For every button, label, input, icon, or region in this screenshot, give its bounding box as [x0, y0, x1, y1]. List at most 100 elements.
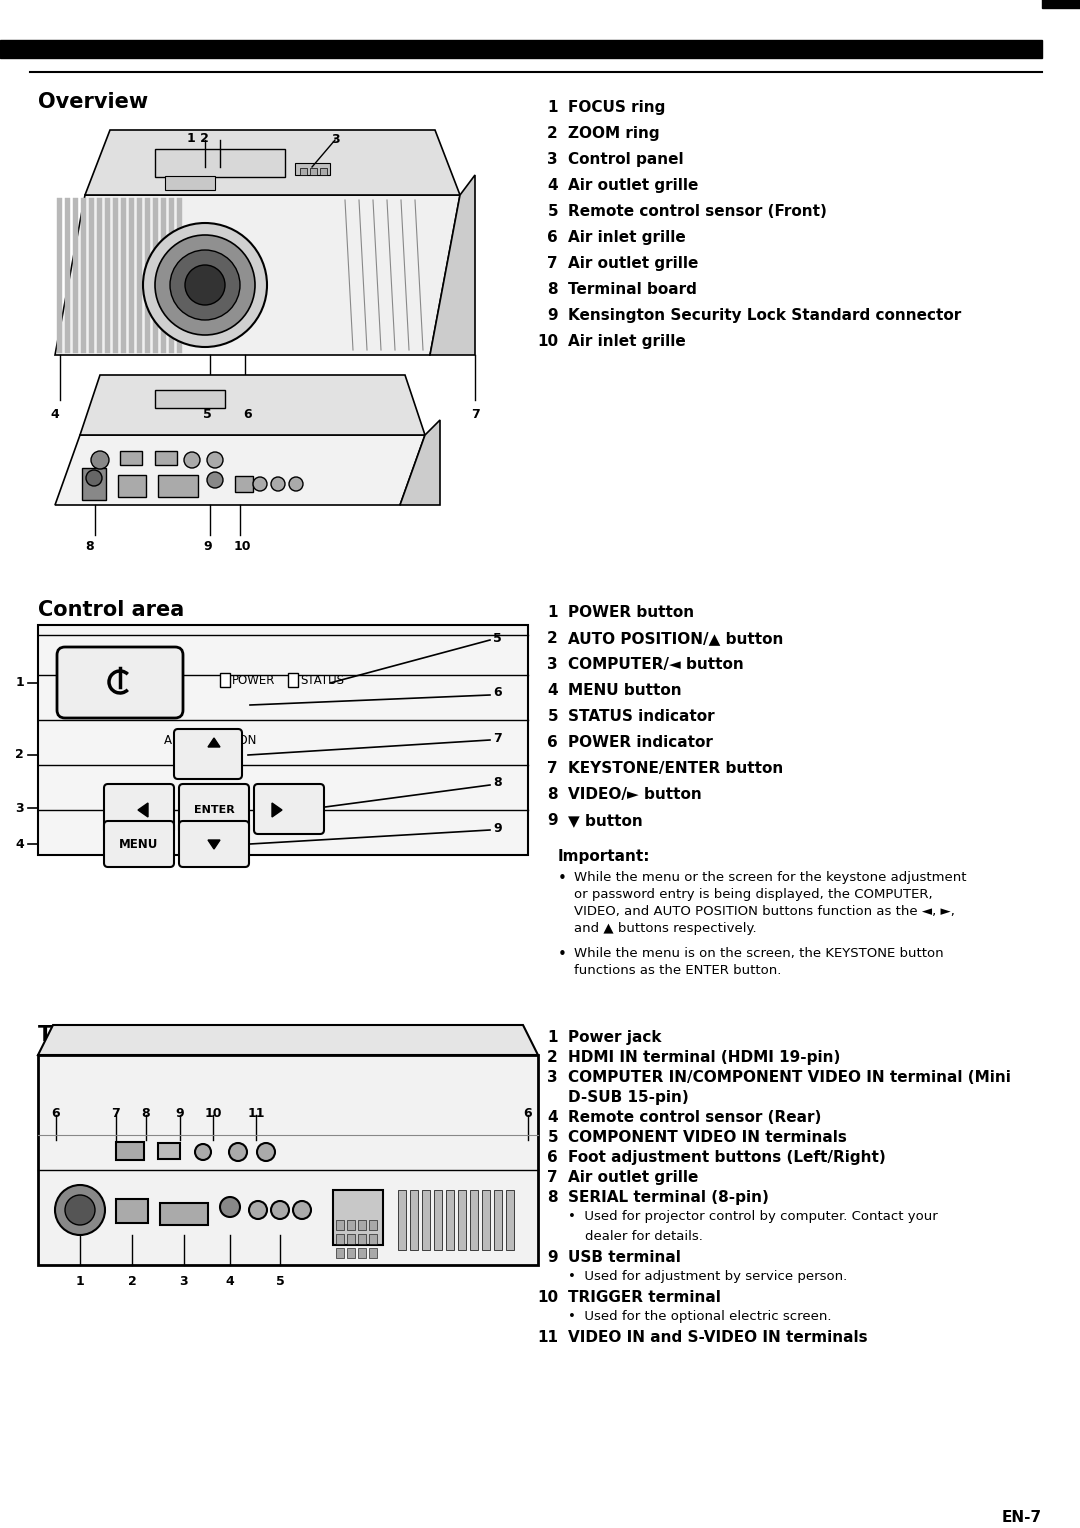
Text: 1: 1: [15, 677, 24, 689]
Bar: [156, 150, 285, 177]
Text: 1: 1: [548, 1030, 558, 1045]
Bar: [347, 1219, 355, 1230]
Text: 6: 6: [548, 231, 558, 244]
Bar: [300, 168, 307, 176]
Bar: [310, 168, 318, 176]
Text: VIDEO/► button: VIDEO/► button: [568, 787, 702, 802]
Bar: [0, 40, 1042, 58]
Circle shape: [257, 1143, 275, 1161]
Circle shape: [207, 472, 222, 487]
Bar: [118, 475, 146, 497]
Text: Air outlet grille: Air outlet grille: [568, 1170, 699, 1186]
Text: 11: 11: [247, 1106, 265, 1120]
Bar: [347, 1235, 355, 1244]
Text: 8: 8: [85, 539, 94, 553]
Text: 5: 5: [548, 709, 558, 724]
Circle shape: [289, 477, 303, 490]
Text: 2: 2: [548, 125, 558, 141]
Text: •  Used for the optional electric screen.: • Used for the optional electric screen.: [568, 1309, 832, 1323]
Text: Control panel: Control panel: [568, 151, 684, 167]
Text: or password entry is being displayed, the COMPUTER,: or password entry is being displayed, th…: [573, 888, 933, 902]
Bar: [38, 625, 528, 856]
Text: 4: 4: [548, 1109, 558, 1125]
Polygon shape: [272, 804, 282, 817]
Text: Foot adjustment buttons (Left/Right): Foot adjustment buttons (Left/Right): [568, 1151, 886, 1164]
Bar: [336, 1219, 345, 1230]
Text: 7: 7: [548, 1170, 558, 1186]
Polygon shape: [208, 738, 220, 747]
Bar: [121, 199, 126, 353]
Bar: [156, 451, 177, 465]
Bar: [220, 672, 230, 688]
Text: EN-7: EN-7: [1002, 1510, 1042, 1525]
Bar: [38, 1054, 538, 1265]
Circle shape: [86, 471, 102, 486]
Text: 4: 4: [51, 408, 59, 422]
Polygon shape: [138, 804, 148, 817]
FancyBboxPatch shape: [254, 784, 324, 834]
Text: VIDEO IN and S-VIDEO IN terminals: VIDEO IN and S-VIDEO IN terminals: [568, 1329, 867, 1345]
Text: 5: 5: [275, 1274, 284, 1288]
Text: 7: 7: [548, 761, 558, 776]
Polygon shape: [38, 1025, 538, 1054]
Circle shape: [271, 477, 285, 490]
Bar: [1042, 0, 1080, 8]
Text: functions as the ENTER button.: functions as the ENTER button.: [573, 964, 781, 976]
Text: 8: 8: [548, 283, 558, 296]
Bar: [57, 199, 62, 353]
Text: 1: 1: [548, 605, 558, 620]
Bar: [158, 475, 198, 497]
Text: POWER indicator: POWER indicator: [568, 735, 713, 750]
Bar: [160, 1203, 208, 1225]
Text: AUTO POSITION: AUTO POSITION: [164, 733, 256, 747]
Text: MENU button: MENU button: [568, 683, 681, 698]
Text: Air outlet grille: Air outlet grille: [568, 177, 699, 193]
Text: COMPUTER: COMPUTER: [109, 788, 172, 798]
Text: 11: 11: [537, 1329, 558, 1345]
Text: 3: 3: [548, 151, 558, 167]
Polygon shape: [85, 130, 460, 196]
Bar: [116, 1141, 144, 1160]
Bar: [336, 1248, 345, 1258]
Text: Important:: Important:: [558, 850, 650, 863]
Text: Air inlet grille: Air inlet grille: [568, 335, 686, 348]
Bar: [168, 199, 174, 353]
Text: VIDEO: VIDEO: [272, 788, 308, 798]
Text: 10: 10: [233, 539, 251, 553]
Text: Air outlet grille: Air outlet grille: [568, 257, 699, 270]
Text: 2: 2: [15, 749, 24, 761]
Polygon shape: [208, 840, 220, 850]
Text: SERIAL terminal (8-pin): SERIAL terminal (8-pin): [568, 1190, 769, 1206]
Circle shape: [249, 1201, 267, 1219]
Bar: [105, 199, 110, 353]
Text: •  Used for projector control by computer. Contact your: • Used for projector control by computer…: [568, 1210, 937, 1222]
Text: COMPUTER IN/COMPONENT VIDEO IN terminal (Mini: COMPUTER IN/COMPONENT VIDEO IN terminal …: [568, 1070, 1011, 1085]
Text: 5: 5: [548, 205, 558, 219]
Bar: [288, 672, 298, 688]
Text: 2: 2: [127, 1274, 136, 1288]
Circle shape: [55, 1186, 105, 1235]
Circle shape: [229, 1143, 247, 1161]
Bar: [422, 1190, 430, 1250]
Text: 3: 3: [15, 802, 24, 814]
Text: AUTO POSITION/▲ button: AUTO POSITION/▲ button: [568, 631, 783, 646]
FancyBboxPatch shape: [179, 784, 249, 834]
Text: and ▲ buttons respectively.: and ▲ buttons respectively.: [573, 921, 757, 935]
Bar: [295, 163, 330, 176]
Circle shape: [207, 452, 222, 468]
Text: 5: 5: [203, 408, 212, 422]
Text: 5: 5: [548, 1131, 558, 1144]
Text: 9: 9: [204, 539, 213, 553]
Polygon shape: [430, 176, 475, 354]
Text: 6: 6: [548, 735, 558, 750]
Bar: [177, 199, 183, 353]
Text: D-SUB 15-pin): D-SUB 15-pin): [568, 1089, 689, 1105]
Bar: [507, 1190, 514, 1250]
Text: •: •: [558, 871, 567, 886]
FancyBboxPatch shape: [179, 821, 249, 866]
Bar: [458, 1190, 465, 1250]
Text: dealer for details.: dealer for details.: [568, 1230, 703, 1242]
Text: Remote control sensor (Front): Remote control sensor (Front): [568, 205, 827, 219]
Text: •  Used for adjustment by service person.: • Used for adjustment by service person.: [568, 1270, 847, 1284]
Bar: [369, 1235, 377, 1244]
